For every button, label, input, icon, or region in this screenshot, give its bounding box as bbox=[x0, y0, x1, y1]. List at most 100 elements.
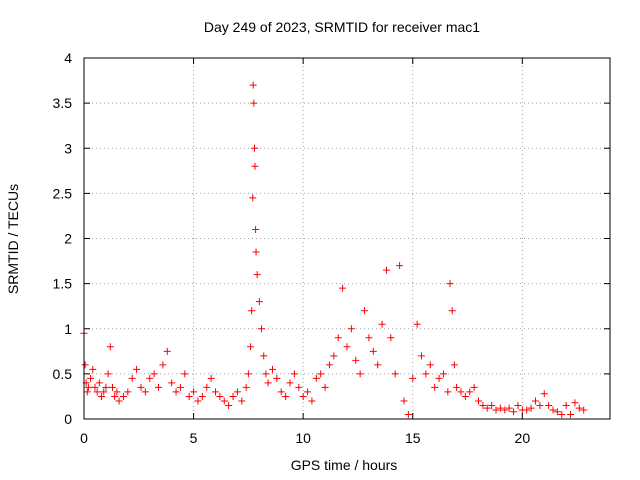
data-point bbox=[111, 392, 119, 400]
data-point bbox=[488, 401, 496, 409]
data-point bbox=[540, 390, 548, 398]
data-point bbox=[347, 325, 355, 333]
data-point bbox=[378, 320, 386, 328]
data-point bbox=[252, 248, 260, 256]
data-point bbox=[496, 404, 504, 412]
data-point bbox=[339, 284, 347, 292]
data-point bbox=[115, 397, 123, 405]
data-point bbox=[382, 266, 390, 274]
data-point bbox=[352, 356, 360, 364]
data-point bbox=[308, 397, 316, 405]
data-point bbox=[361, 307, 369, 315]
data-point bbox=[282, 392, 290, 400]
y-tick-label: 0 bbox=[64, 411, 72, 427]
data-point bbox=[248, 307, 256, 315]
data-point bbox=[470, 383, 478, 391]
data-point bbox=[249, 81, 257, 89]
y-tick-label: 2.5 bbox=[53, 185, 73, 201]
data-point bbox=[404, 410, 412, 418]
data-point bbox=[374, 361, 382, 369]
data-point bbox=[575, 404, 583, 412]
data-point bbox=[181, 370, 189, 378]
data-point bbox=[317, 370, 325, 378]
y-tick-label: 1 bbox=[64, 321, 72, 337]
data-point bbox=[225, 401, 233, 409]
data-point bbox=[163, 347, 171, 355]
data-point bbox=[249, 194, 257, 202]
data-point bbox=[108, 383, 116, 391]
data-point bbox=[505, 404, 513, 412]
data-point bbox=[252, 225, 260, 233]
data-point bbox=[312, 374, 320, 382]
data-point bbox=[262, 370, 270, 378]
data-point bbox=[260, 352, 268, 360]
data-point bbox=[229, 392, 237, 400]
data-point bbox=[409, 374, 417, 382]
data-point bbox=[483, 404, 491, 412]
data-point bbox=[250, 99, 258, 107]
data-point bbox=[100, 388, 108, 396]
data-point bbox=[304, 388, 312, 396]
data-point bbox=[439, 370, 447, 378]
data-point bbox=[510, 408, 518, 416]
data-point bbox=[253, 271, 261, 279]
data-point bbox=[106, 343, 114, 351]
x-tick-label: 15 bbox=[405, 430, 421, 446]
data-point bbox=[141, 388, 149, 396]
data-point bbox=[448, 307, 456, 315]
data-point bbox=[244, 370, 252, 378]
data-point bbox=[98, 392, 106, 400]
data-point bbox=[492, 406, 500, 414]
data-point bbox=[523, 406, 531, 414]
x-tick-label: 5 bbox=[190, 430, 198, 446]
data-point bbox=[172, 388, 180, 396]
data-point bbox=[264, 379, 272, 387]
y-tick-label: 0.5 bbox=[53, 366, 73, 382]
data-point bbox=[450, 361, 458, 369]
axis-ticks: 0 0.5 1 1.5 2 2.5 3 3.5 4 0 5 10 15 20 bbox=[53, 50, 610, 446]
data-point bbox=[93, 388, 101, 396]
data-point bbox=[400, 397, 408, 405]
data-point bbox=[330, 352, 338, 360]
data-point bbox=[343, 343, 351, 351]
data-point bbox=[83, 388, 91, 396]
data-point bbox=[233, 388, 241, 396]
data-point bbox=[128, 374, 136, 382]
data-point bbox=[461, 392, 469, 400]
x-tick-label: 10 bbox=[295, 430, 311, 446]
data-point bbox=[185, 392, 193, 400]
data-point bbox=[356, 370, 364, 378]
data-point bbox=[119, 392, 127, 400]
y-tick-label: 3 bbox=[64, 140, 72, 156]
data-point bbox=[369, 347, 377, 355]
data-point bbox=[426, 361, 434, 369]
data-point bbox=[475, 397, 482, 405]
data-point bbox=[159, 361, 167, 369]
data-point bbox=[321, 383, 329, 391]
y-axis-label: SRMTID / TECUs bbox=[5, 184, 21, 294]
data-point bbox=[242, 383, 250, 391]
data-point bbox=[453, 383, 461, 391]
x-axis-label: GPS time / hours bbox=[291, 457, 398, 473]
data-point bbox=[334, 334, 342, 342]
data-point bbox=[444, 388, 452, 396]
data-point bbox=[81, 361, 89, 369]
data-point bbox=[531, 397, 539, 405]
data-point bbox=[571, 399, 579, 407]
data-point bbox=[387, 334, 395, 342]
data-point bbox=[277, 388, 285, 396]
data-point bbox=[150, 370, 158, 378]
data-point bbox=[95, 379, 103, 387]
data-point bbox=[102, 383, 110, 391]
data-point bbox=[176, 383, 184, 391]
data-point bbox=[268, 365, 276, 373]
data-point bbox=[104, 370, 112, 378]
data-point bbox=[168, 379, 176, 387]
data-point bbox=[251, 144, 259, 152]
data-point bbox=[567, 410, 575, 418]
data-point bbox=[295, 383, 303, 391]
data-point bbox=[418, 352, 426, 360]
data-point bbox=[273, 374, 281, 382]
data-point bbox=[286, 379, 294, 387]
